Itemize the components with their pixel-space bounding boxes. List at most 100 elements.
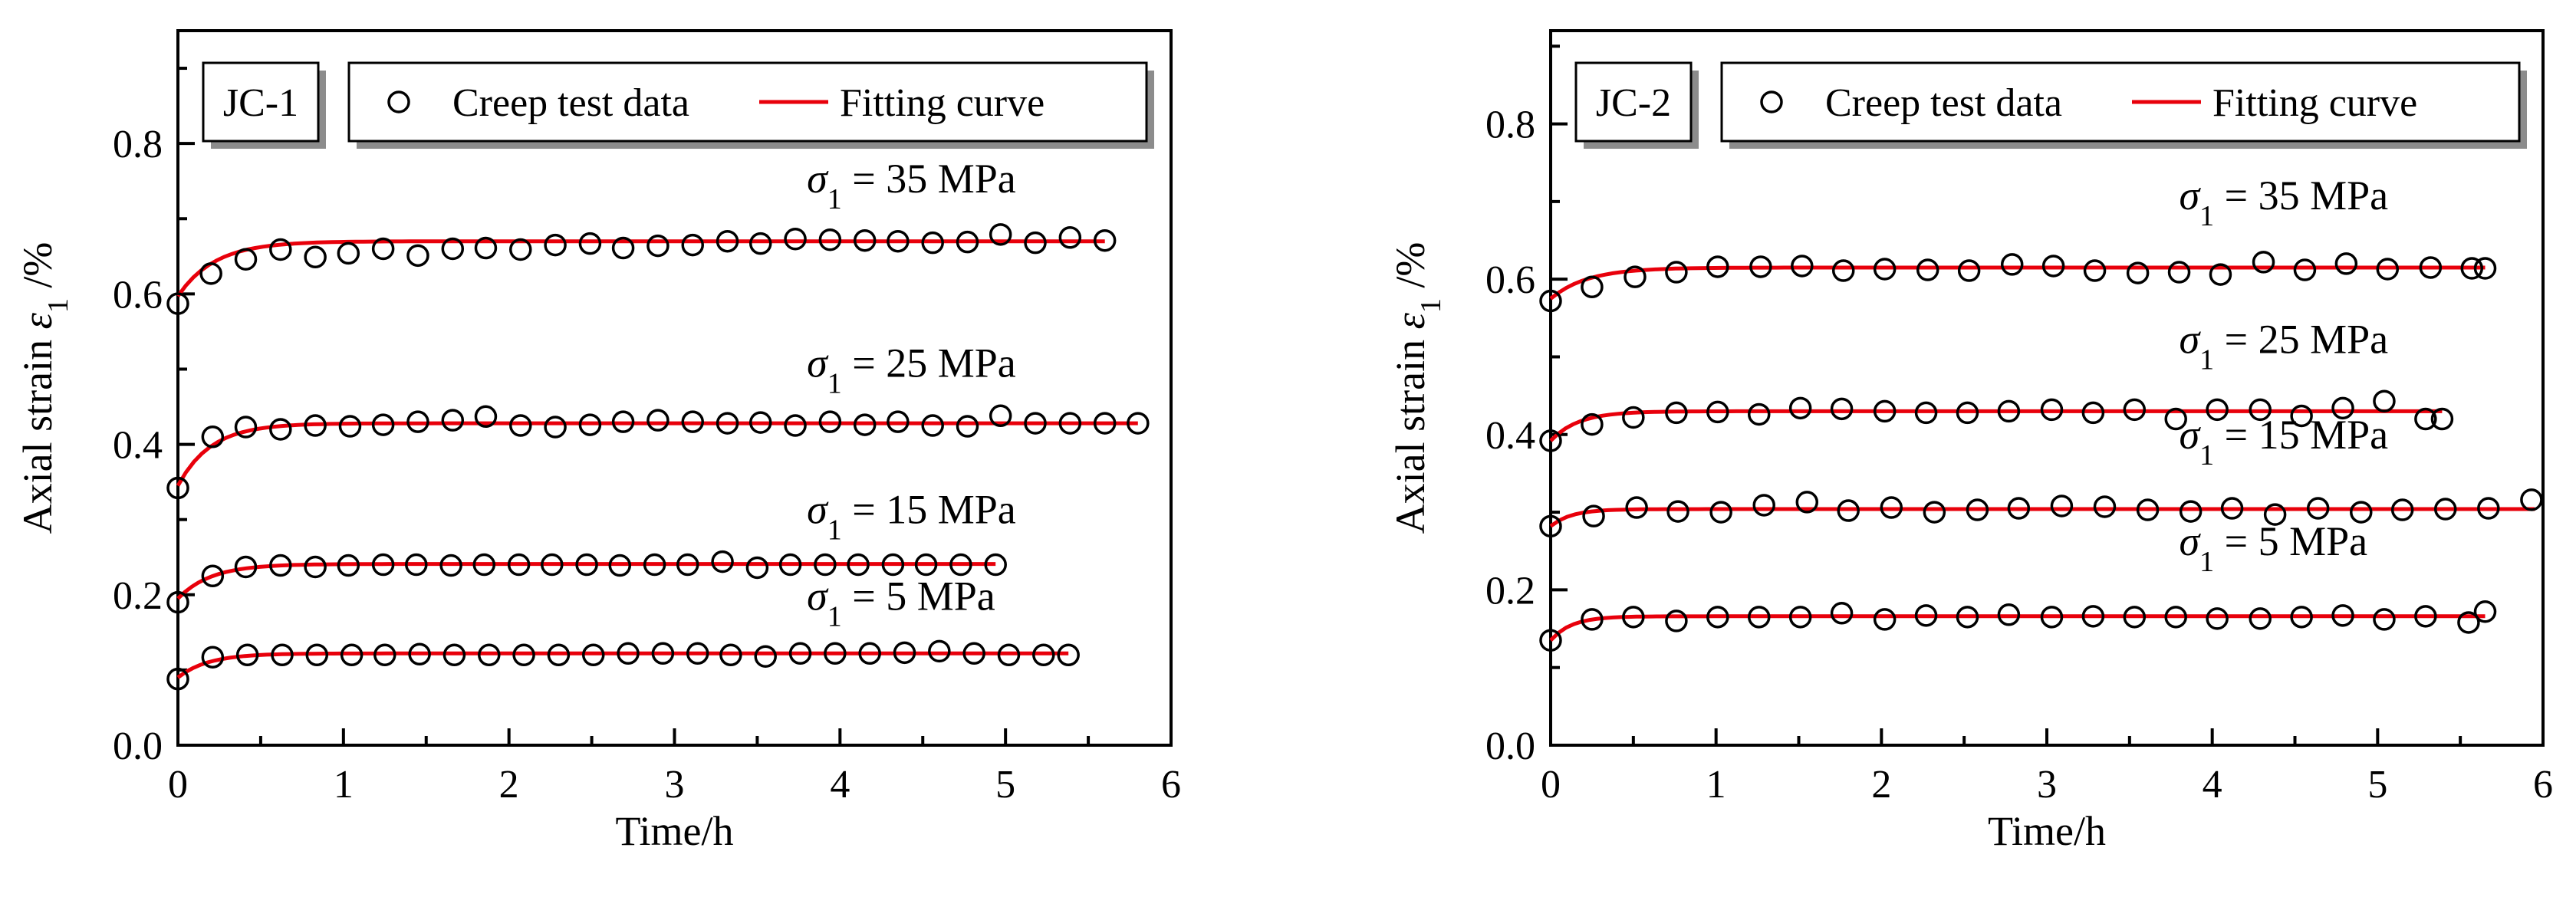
data-point [887,229,910,253]
fit-curve [1549,507,2535,528]
data-point [472,553,496,577]
y-tick-label: 0.4 [1485,414,1535,458]
data-point [2263,503,2287,526]
data-point [1582,504,1605,527]
data-point [716,412,739,435]
data-point [269,554,292,577]
data-point [881,553,905,577]
data-point [643,553,666,577]
series-jc2-2: σ1 = 15 MPa [1539,412,2543,538]
data-point [2373,389,2396,412]
panel-label: JC-2 [1596,81,1671,125]
series-label: σ1 = 5 MPa [807,573,995,632]
data-point [441,409,465,432]
data-point [784,414,807,437]
data-point [337,554,360,577]
data-point [853,228,877,252]
data-point [956,415,979,438]
y-tick-label: 0.0 [113,724,163,768]
data-point [2164,606,2187,629]
data-point [1997,399,2021,423]
legend-line-label: Fitting curve [840,81,1045,125]
data-point [1795,491,1819,514]
data-point [949,553,972,577]
data-point [2290,606,2313,629]
y-axis-title: Axial strain ε1 /% [15,242,74,534]
data-point [474,236,498,260]
series-jc1-2: σ1 = 15 MPa [166,487,1016,614]
series-label: σ1 = 5 MPa [2180,518,2368,578]
y-tick-label: 0.6 [113,273,163,317]
data-point [478,643,501,667]
x-tick-label: 4 [2203,763,2222,807]
fit-curve [176,562,996,600]
chart-panel-jc2: 0 1 2 3 4 5 6 0.0 0.2 0.4 0.6 0.8 Time/h Axial strain… [1387,29,2553,854]
data-point [509,238,532,261]
series-label: σ1 = 15 MPa [807,487,1016,547]
data-point [1581,275,1604,299]
data-point [2123,606,2147,629]
fit-curve [176,651,1069,679]
data-point [544,233,567,257]
data-point [2179,500,2203,523]
data-point [2083,259,2107,282]
data-point [439,554,462,577]
data-point [754,645,777,668]
chart-panel-jc1: 0 1 2 3 4 5 6 0.0 0.2 0.4 0.6 0.8 Time/h Axial strain… [15,29,1181,854]
panel-label-frame [202,61,320,143]
data-point [575,553,598,577]
data-point [1539,429,1562,452]
data-point [914,553,938,577]
data-point [788,642,812,665]
data-point [676,553,699,577]
data-point [1706,255,1729,278]
legend-marker-symbol [387,90,410,113]
data-point [1665,261,1688,284]
data-point [1539,514,1562,538]
data-point [997,643,1021,667]
data-point [2473,257,2497,280]
data-point [1914,604,1938,627]
data-point [1956,401,1979,425]
data-point [893,641,916,665]
data-point [858,642,881,665]
data-point [1093,412,1117,435]
y-tick-label: 0.0 [1485,724,1535,768]
legend-frame [347,61,1148,143]
data-point [1788,396,1812,420]
legend-line-label: Fitting curve [2212,81,2417,125]
data-point [1747,402,1771,426]
data-point [719,643,742,667]
data-point [686,642,709,665]
data-point [2206,398,2229,422]
data-point [1752,494,1775,517]
data-point [371,237,395,261]
data-point [373,643,396,667]
data-point [2306,497,2330,520]
data-point [887,410,910,433]
data-point [1024,231,1047,255]
data-point [337,242,360,265]
data-point [2081,401,2105,425]
data-point [1837,499,1860,522]
data-point [989,404,1012,428]
data-point [166,292,189,315]
data-point [2414,605,2437,628]
data-point [269,418,292,441]
series-jc2-0: σ1 = 35 MPa [1539,172,2497,313]
data-point [578,232,602,255]
legend-markers-label: Creep test data [452,81,689,125]
x-tick-label: 5 [995,763,1015,807]
series-jc2-3: σ1 = 5 MPa [1539,518,2497,652]
data-point [2007,497,2031,520]
data-point [201,646,225,669]
data-point [745,556,769,580]
data-point [2473,600,2497,623]
y-axis-title: Axial strain ε1 /% [1387,242,1447,534]
data-point [547,643,571,667]
data-point [2350,501,2373,524]
data-point [199,262,222,285]
x-tick-label: 4 [830,763,850,807]
y-tick-label: 0.8 [1485,104,1535,147]
